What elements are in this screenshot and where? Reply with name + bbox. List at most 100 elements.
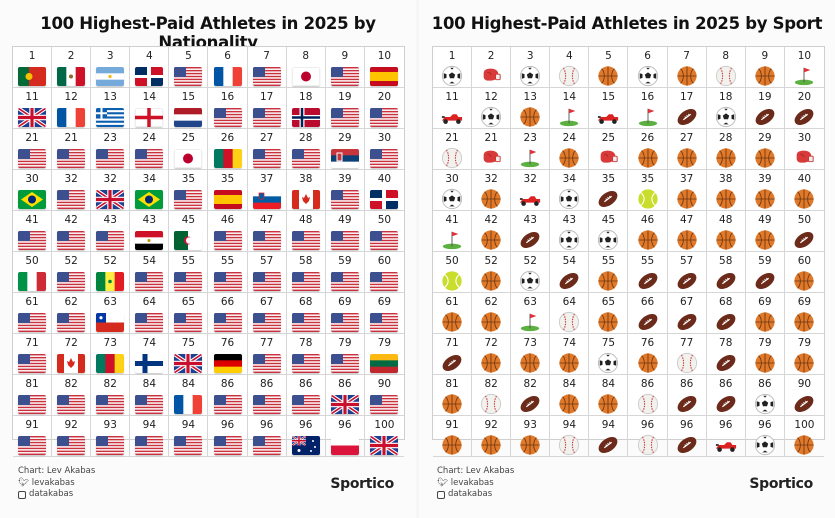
flag-senegal-icon <box>96 270 125 292</box>
rank-label: 77 <box>259 337 274 349</box>
basketball-icon <box>754 188 776 210</box>
rank-label: 96 <box>220 419 235 431</box>
baseball-icon <box>637 434 659 456</box>
flag-united-states-icon <box>330 311 359 333</box>
grid-cell: 37 <box>247 170 287 211</box>
grid-cell: 78 <box>286 334 326 375</box>
rank-label: 52 <box>103 255 117 267</box>
grid-cell: 34 <box>130 170 170 211</box>
grid-cell: 20 <box>784 88 824 129</box>
grid-cell: 67 <box>247 293 287 334</box>
flag-united-states-icon <box>57 311 86 333</box>
rank-label: 62 <box>484 296 498 308</box>
flag-france-icon <box>213 65 242 87</box>
grid-cell: 94 <box>550 416 590 457</box>
racing-icon <box>441 106 463 128</box>
rank-label: 43 <box>562 214 577 226</box>
rank-label: 15 <box>601 91 616 103</box>
golf-icon <box>558 106 580 128</box>
rank-label: 91 <box>25 419 39 431</box>
rank-label: 57 <box>259 255 274 267</box>
grid-cell: 68 <box>286 293 326 334</box>
grid-cell: 86 <box>325 375 365 416</box>
flag-united-states-icon <box>213 106 242 128</box>
grid-cell: 24 <box>130 129 170 170</box>
basketball-icon <box>597 270 619 292</box>
basketball-icon <box>793 352 815 374</box>
grid-cell: 21 <box>433 129 473 170</box>
rank-label: 21 <box>64 132 78 144</box>
rank-label: 20 <box>797 91 812 103</box>
grid-cell: 41 <box>13 211 53 252</box>
flag-brazil-icon <box>135 188 164 210</box>
rank-label: 27 <box>679 132 694 144</box>
football-icon <box>676 270 698 292</box>
grid-cell: 96 <box>706 416 746 457</box>
rank-label: 10 <box>797 50 812 62</box>
rank-label: 39 <box>758 173 772 185</box>
grid-cell: 32 <box>91 170 131 211</box>
rank-label: 100 <box>374 419 395 431</box>
rank-label: 9 <box>761 50 769 62</box>
grid-cell: 86 <box>286 375 326 416</box>
rank-label: 27 <box>259 132 274 144</box>
flag-united-states-icon <box>18 352 47 374</box>
flag-spain-icon <box>370 65 399 87</box>
grid-cell: 73 <box>91 334 131 375</box>
rank-label: 84 <box>601 378 616 390</box>
rank-label: 42 <box>484 214 498 226</box>
rank-label: 15 <box>181 91 196 103</box>
grid-cell: 73 <box>511 334 551 375</box>
rank-label: 30 <box>25 173 39 185</box>
rank-label: 38 <box>299 173 313 185</box>
rank-label: 94 <box>562 419 577 431</box>
rank-label: 73 <box>523 337 537 349</box>
rank-label: 96 <box>259 419 274 431</box>
grid-cell: 50 <box>784 211 824 252</box>
grid-cell: 96 <box>247 416 287 457</box>
football-icon <box>558 270 580 292</box>
grid-cell: 55 <box>169 252 209 293</box>
twitter-icon: 🐦︎ <box>18 477 29 488</box>
flag-united-states-icon <box>57 393 86 415</box>
rank-label: 94 <box>601 419 616 431</box>
flag-united-states-icon <box>370 393 399 415</box>
grid-cell: 27 <box>247 129 287 170</box>
flag-france-icon <box>174 393 203 415</box>
basketball-icon <box>715 147 737 169</box>
rank-label: 59 <box>338 255 352 267</box>
rank-label: 13 <box>103 91 117 103</box>
flag-dominican-republic-icon <box>135 65 164 87</box>
flag-united-states-icon <box>174 434 203 456</box>
basketball-icon <box>637 229 659 251</box>
grid-cell: 61 <box>13 293 53 334</box>
rank-label: 19 <box>338 91 352 103</box>
baseball-icon <box>558 311 580 333</box>
rank-label: 96 <box>640 419 655 431</box>
rank-label: 94 <box>142 419 157 431</box>
basketball-icon <box>480 270 502 292</box>
basketball-icon <box>676 229 698 251</box>
rank-label: 35 <box>181 173 196 185</box>
sportico-logo: Sportico <box>749 476 813 492</box>
football-icon <box>793 393 815 415</box>
grid-cell: 76 <box>208 334 248 375</box>
flag-united-states-icon <box>135 147 164 169</box>
basketball-icon <box>519 434 541 456</box>
basketball-icon <box>441 434 463 456</box>
football-icon <box>519 393 541 415</box>
instagram-handle: datakabas <box>29 489 74 499</box>
grid-cell: 93 <box>511 416 551 457</box>
grid-cell: 21 <box>52 129 92 170</box>
rank-label: 8 <box>722 50 730 62</box>
grid-cell: 29 <box>325 129 365 170</box>
grid-cell: 12 <box>472 88 512 129</box>
grid-cell: 91 <box>433 416 473 457</box>
flag-united-states-icon <box>57 147 86 169</box>
racing-icon <box>597 106 619 128</box>
flag-united-states-icon <box>174 188 203 210</box>
grid-cell: 79 <box>745 334 785 375</box>
flag-united-states-icon <box>135 270 164 292</box>
rank-label: 96 <box>299 419 313 431</box>
basketball-icon <box>480 188 502 210</box>
